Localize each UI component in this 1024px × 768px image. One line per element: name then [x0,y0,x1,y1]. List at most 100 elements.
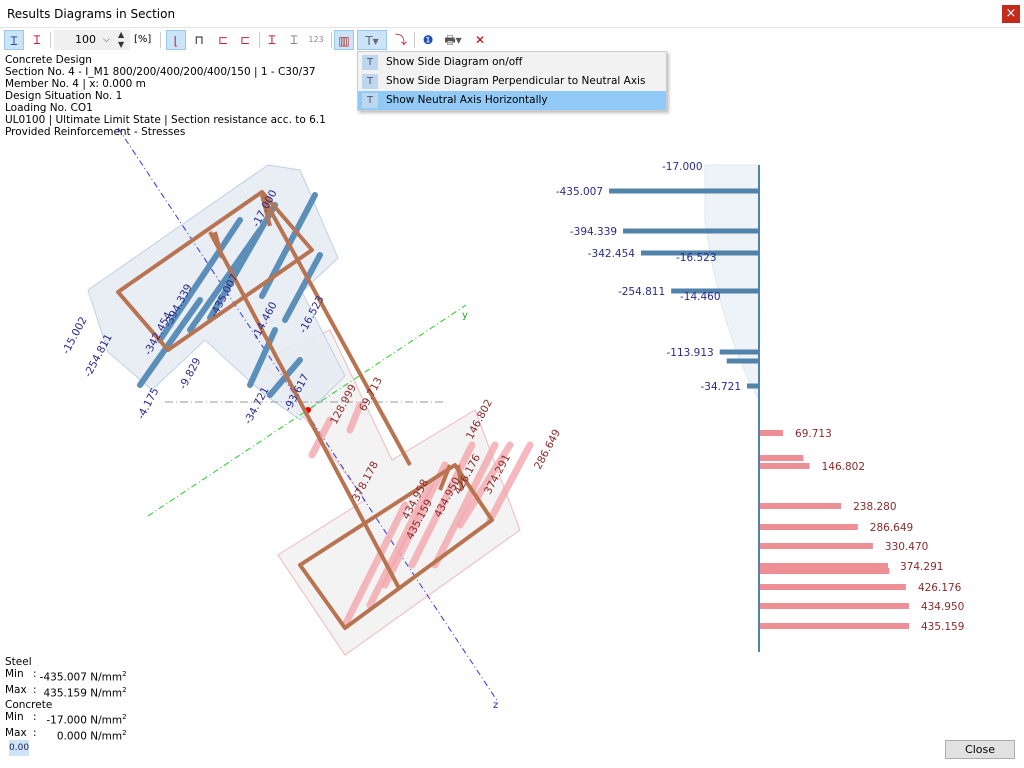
separator [50,32,51,48]
tension-bar-label: 330.470 [885,541,928,553]
stirrups [116,190,494,630]
rebar-icon[interactable]: ⤵ [394,33,407,47]
reset-view-icon[interactable]: ✕ [474,33,486,47]
dimension-icon[interactable]: ⊓ [194,33,204,47]
print-icon[interactable]: 🖶▾ [444,33,462,47]
reinforcement-icon[interactable]: ⊏ [217,33,229,47]
info-line: Member No. 4 | x: 0.000 m [5,78,146,90]
compression-bar [747,383,759,389]
zoom-unit: [%] [134,34,152,45]
menu-item-side-diagram-perpendicular[interactable]: T Show Side Diagram Perpendicular to Neut… [358,72,666,106]
compression-bar-label: -394.339 [570,226,617,238]
section-stress-label: 286.649 [532,427,563,471]
compression-bar-label: -435.007 [556,186,603,198]
value: -435.007 N/mm [39,671,123,684]
section-outline-icon[interactable]: Ɪ [290,33,298,47]
tension-bar-label: 435.159 [921,621,964,633]
separator [331,32,332,48]
chevron-down-icon[interactable]: ⌵ [103,35,110,45]
concrete-min: -17.000 N/mm2 [37,711,127,727]
neutral-axis-horizontal-icon: T [362,93,378,108]
concrete-max: 0.000 N/mm2 [37,727,127,743]
side-diagram-perpendicular-icon: T [362,74,378,89]
side-diagram-icon: T [362,55,378,70]
menu-item-neutral-axis-horizontal[interactable]: T Show Neutral Axis Horizontally [358,91,666,110]
tension-rebar [366,481,434,609]
separator [259,32,260,48]
side-diagram: -435.007 -394.339 -342.454 -254.811 -113.913… [556,186,965,633]
info-icon[interactable]: ❶ [422,33,434,47]
zoom-input[interactable]: 100 [54,30,130,50]
concrete-stress-area [704,164,760,402]
z-axis-label: z [493,700,498,711]
compression-rebar [137,297,203,388]
info-line: Concrete Design [5,54,92,66]
compression-rebar [282,252,323,323]
concrete-title: Concrete [5,699,53,711]
diagram-icon[interactable]: ▥ [334,30,354,50]
numbering-icon[interactable]: 123 [308,35,324,44]
tension-bar-label: 286.649 [870,522,913,534]
toolbar: Ɪ Ɪ 100 ⌵ ▲ ▼ [%] ⌊ ⊓ ⊏ ⊏ Ɪ Ɪ 123 ▥ T▾ ⤵ … [0,28,1024,52]
menu-item-show-side-diagram[interactable]: T Show Side Diagram on/off [358,53,666,72]
section-tension-zone [261,329,521,656]
frame-icon[interactable]: ⌊ [166,30,186,50]
separator [414,32,415,48]
section-results-alt-icon[interactable]: Ɪ [33,33,41,47]
menu-item-label: Show Side Diagram on/off [386,56,523,68]
steel-title: Steel [5,656,32,668]
close-button[interactable]: Close [945,740,1015,759]
info-line: UL0100 | Ultimate Limit State | Section … [5,114,326,126]
exp: 2 [122,685,127,694]
tension-bar [759,503,842,509]
concrete-label: -14.460 [680,291,721,303]
exp: 2 [122,728,127,737]
concrete-label: -16.523 [676,252,717,264]
value: 435.159 N/mm [43,687,123,699]
tension-bar-label: 238.280 [853,501,896,513]
tension-bar [759,623,909,629]
z-axis [117,127,499,703]
tension-bar [759,463,810,469]
tension-bar [759,563,889,569]
section-results-icon[interactable]: Ɪ [4,30,24,50]
steel-min: -435.007 N/mm2 [37,668,127,684]
label: Min [5,668,24,680]
tension-bar [759,524,858,530]
info-line: Design Situation No. 1 [5,90,123,102]
tension-bar-label: 426.176 [918,582,962,594]
value: 0.000 N/mm [56,730,123,742]
compression-rebar [207,202,278,321]
tension-rebar [486,441,534,524]
side-diagram-dropdown[interactable]: T▾ [357,30,387,50]
window-close-button[interactable]: × [1002,5,1020,23]
label: Max [5,683,27,696]
tension-bar [759,603,909,609]
stirrup-icon[interactable]: ⊏ [239,33,251,47]
compression-bar [609,188,759,194]
exp: 2 [122,670,127,678]
tension-rebar [431,441,499,569]
compression-bar-label: -34.721 [701,381,742,393]
tension-bar-label: 69.713 [795,428,832,440]
menu-item-label: Show Neutral Axis Horizontally [386,94,548,106]
decimals-button[interactable]: 0.00 [9,740,29,756]
exp: 2 [122,713,127,721]
side-diagram-menu: T Show Side Diagram on/off T Show Side Dia… [357,51,667,111]
zoom-spinner[interactable]: ▲ ▼ [118,30,125,49]
compression-bar [719,349,759,355]
compression-bar [726,358,759,364]
value: -17.000 N/mm [46,714,123,727]
tension-bar-label: 434.950 [921,601,964,613]
tension-bar-label: 146.802 [822,461,865,473]
tension-bar [759,543,873,549]
tension-bar [759,430,784,436]
section-icon[interactable]: Ɪ [268,33,276,47]
window-title: Results Diagrams in Section [7,7,176,21]
sep: : [33,711,37,723]
compression-bar [623,228,759,234]
tension-rebar [456,441,514,529]
sep: : [33,726,37,739]
section-stress-label: -4.175 [135,386,161,422]
